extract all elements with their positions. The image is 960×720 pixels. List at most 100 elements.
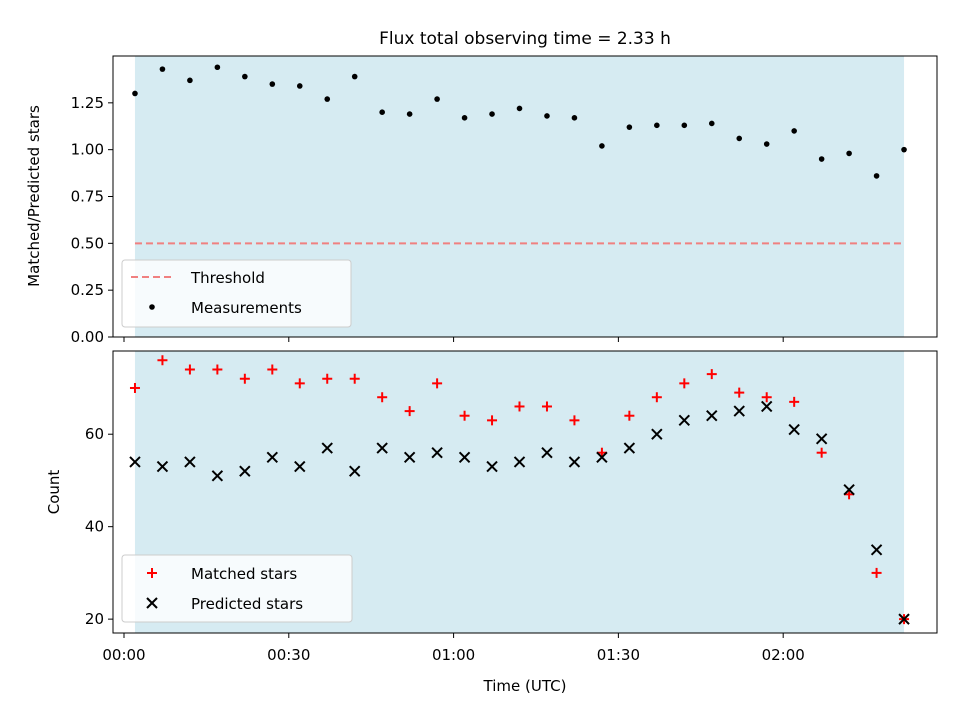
measurement-point [406,111,413,117]
top-legend: Threshold Measurements [121,259,352,328]
measurement-point [544,113,550,119]
matched-star-point [514,401,525,412]
predicted-star-point [788,423,800,436]
top-y-axis-label: Matched/Predicted stars [25,105,43,287]
legend-matched-label: Matched stars [191,565,297,583]
bottom-legend: Matched stars Predicted stars [121,554,353,623]
measurement-point [132,90,138,97]
legend-threshold-label: Threshold [190,269,265,287]
x-tick-label: 00:30 [267,646,310,664]
measurement-point [461,115,468,121]
measurement-point [296,83,303,89]
predicted-star-point [898,613,910,625]
top-panel: 0.00 0.25 0.50 0.75 1.00 1.25 Matched/Predict… [25,55,938,346]
top-axes-frame [112,55,938,338]
measurement-point [763,141,770,147]
matched-star-point [789,396,800,407]
measurement-point [873,173,880,179]
matched-star-point [706,369,717,380]
predicted-star-point [870,544,883,556]
measurement-point [599,143,605,149]
measurement-point [846,150,852,157]
predicted-star-point [403,451,416,464]
predicted-star-point [843,483,855,496]
predicted-star-point [568,456,581,468]
predicted-star-point [815,433,828,445]
predicted-star-point [376,442,388,454]
measurement-point [708,120,715,127]
measurement-point [681,122,688,129]
legend-predicted-label: Predicted stars [191,595,303,613]
predicted-star-point [760,400,773,413]
predicted-star-point [184,456,196,468]
bottom-y-tick-label: 20 [85,610,104,628]
matched-star-point [377,392,388,403]
predicted-star-point [211,470,224,482]
matched-star-point [294,378,305,389]
predicted-star-point [321,442,333,454]
top-y-tick-label: 0.75 [71,188,104,206]
measurement-point [516,105,523,112]
legend-measurements-label: Measurements [191,299,302,317]
predicted-star-point [294,460,306,473]
matched-star-point [459,410,470,421]
x-tick-label: 01:30 [597,646,640,664]
predicted-star-point [266,451,279,464]
matched-star-point [267,364,278,375]
matched-star-point [129,382,140,393]
measurement-point [654,122,660,129]
legend-matched-marker [147,568,157,578]
bottom-axes-frame [112,350,938,634]
predicted-star-point [733,405,745,417]
x-tick-label: 00:00 [102,646,145,664]
predicted-star-point [156,460,169,473]
predicted-star-point [623,442,636,454]
top-y-tick-label: 0.50 [71,234,104,252]
matched-star-point [184,364,195,375]
matched-star-point [569,415,580,426]
predicted-star-point [431,446,443,459]
matched-star-point [239,373,250,384]
matched-star-point [212,364,223,375]
measurement-point [242,73,248,80]
x-axis-label: Time (UTC) [483,677,567,695]
legend-measurements-marker [149,304,155,310]
top-y-tick-label: 1.25 [71,94,104,112]
bottom-y-axis-label: Count [45,470,63,515]
predicted-star-point [706,410,718,422]
top-y-tick-label: 0.25 [71,281,104,299]
predicted-star-point [513,456,526,468]
predicted-star-point [348,465,361,477]
measurement-point [214,64,221,71]
matched-star-point [541,401,552,412]
matched-star-point [871,567,882,578]
matched-star-point [349,373,360,384]
top-y-tick-label: 0.00 [71,328,104,346]
measurement-point [571,115,578,121]
x-tick-label: 02:00 [762,646,805,664]
matched-star-point [624,410,635,421]
measurement-point [379,109,385,115]
matched-star-point [404,406,415,417]
predicted-star-point [651,428,663,440]
measurement-point [351,73,358,80]
matched-star-point [157,355,168,366]
chart-title: Flux total observing time = 2.33 h [379,29,671,49]
predicted-star-point [239,465,251,477]
predicted-star-point [678,414,691,427]
matched-star-point [487,415,498,426]
measurement-point [434,96,440,102]
predicted-star-point [486,460,498,473]
predicted-star-point [129,456,141,468]
predicted-star-point [541,446,553,459]
matched-star-point [816,447,827,458]
measurement-point [489,111,495,117]
matched-star-point [432,378,443,389]
measurement-point [791,128,797,134]
measurement-point [901,146,907,153]
measurement-point [626,124,633,130]
measurement-point [818,156,825,162]
legend-predicted-marker [146,597,158,609]
matched-star-point [322,373,333,384]
